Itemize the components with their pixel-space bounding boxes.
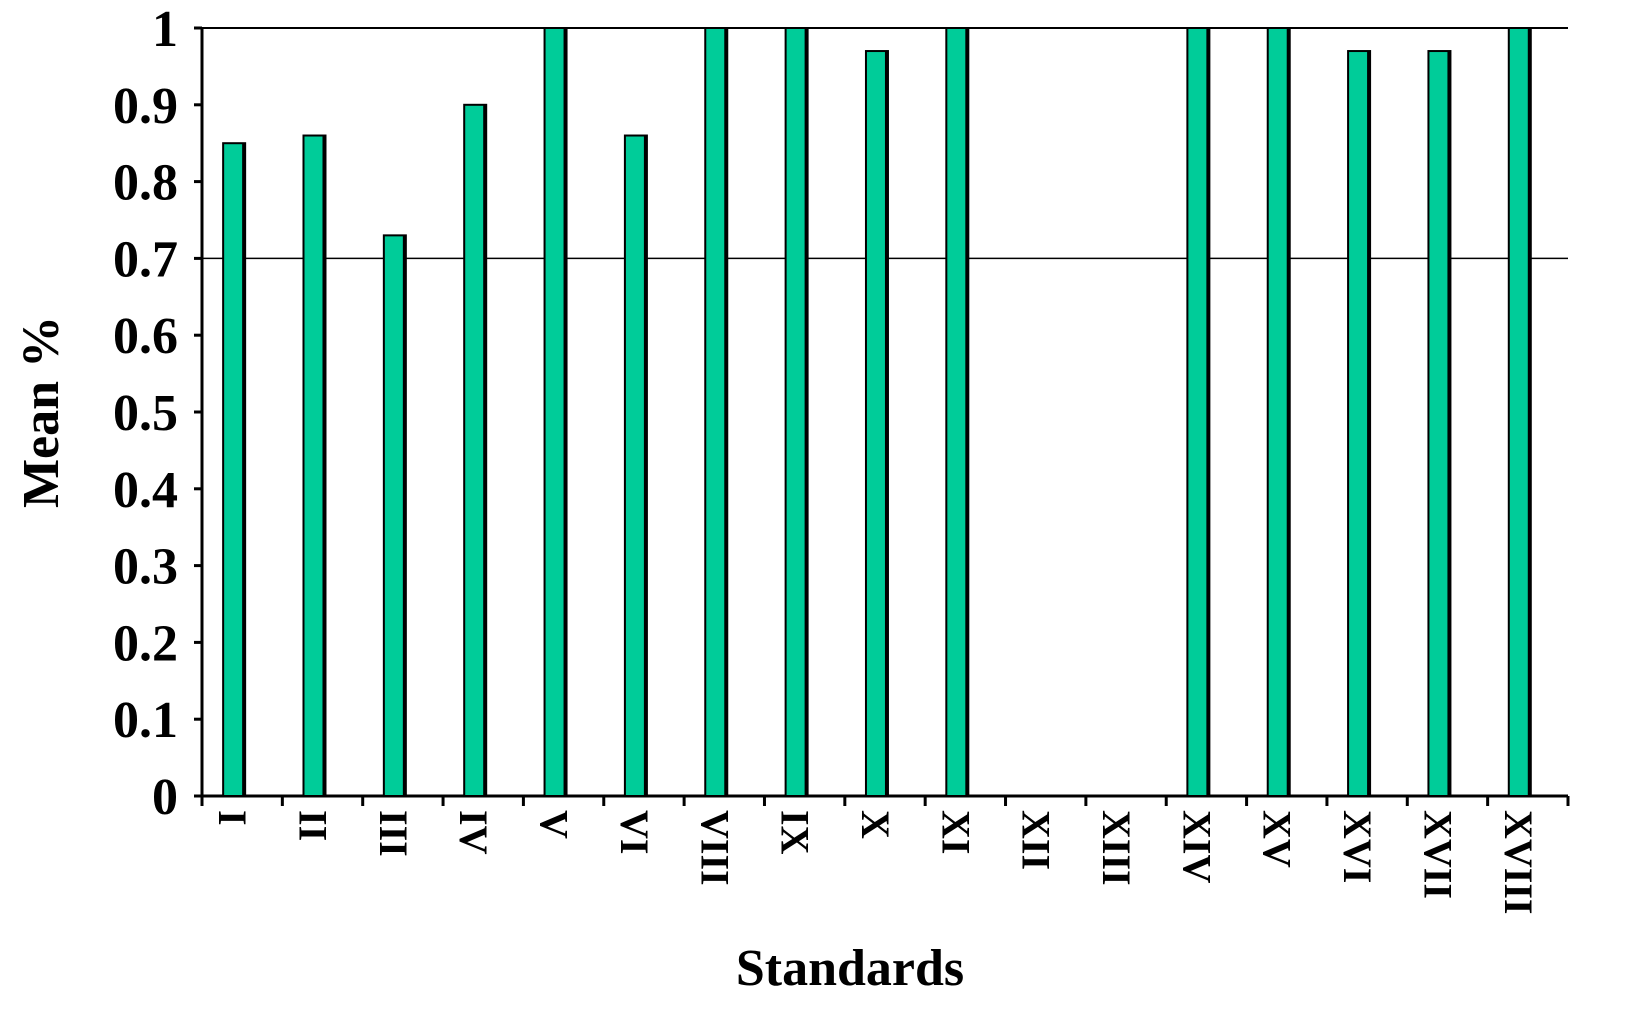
x-tick-label: XII: [1014, 810, 1059, 870]
bar-edge: [804, 28, 808, 796]
y-tick-label: 1: [152, 1, 178, 58]
y-tick-label: 0.2: [113, 615, 178, 672]
bar-edge: [402, 235, 406, 797]
x-tick-label: X: [853, 810, 898, 839]
bar-edge: [965, 28, 969, 796]
y-tick-label: 0: [152, 769, 178, 826]
bar-edge: [1206, 28, 1210, 796]
y-axis-title: Mean %: [13, 316, 70, 508]
bar: [1507, 27, 1532, 797]
bar: [1427, 50, 1452, 798]
x-axis: I II III IV V VI VIII IX X XI XII XIII XIV XV XVI XVII X…: [200, 796, 1570, 914]
x-tick-label: XI: [933, 810, 978, 854]
bar: [222, 142, 247, 797]
x-tick-label: V: [532, 810, 577, 839]
x-tick-label: XIV: [1174, 810, 1219, 883]
bar: [543, 27, 568, 797]
y-tick-label: 0.9: [113, 78, 178, 135]
x-tick-label: XV: [1255, 810, 1300, 868]
bar-edge: [884, 51, 888, 797]
y-tick-label: 0.8: [113, 155, 178, 212]
x-tick-label: III: [371, 810, 416, 857]
x-tick-label: XVIII: [1496, 810, 1541, 914]
x-tick-label: IX: [773, 810, 818, 855]
bar: [382, 234, 407, 798]
bar-edge: [1447, 51, 1451, 797]
y-tick-label: 0.6: [113, 308, 178, 365]
x-tick-label: XVI: [1335, 810, 1380, 883]
y-tick-label: 0.1: [113, 692, 178, 749]
bar: [784, 27, 809, 797]
bars: [222, 27, 1532, 798]
x-tick-label: IV: [451, 810, 496, 855]
bar: [1266, 27, 1291, 797]
x-axis-title: Standards: [736, 940, 964, 997]
bar: [1347, 50, 1372, 798]
bar: [302, 134, 327, 797]
bar-edge: [322, 135, 326, 796]
bar: [704, 27, 729, 797]
bar: [463, 103, 488, 798]
x-tick-label: VIII: [692, 810, 737, 886]
bar-edge: [483, 104, 487, 797]
x-tick-label: XVII: [1415, 810, 1460, 899]
y-tick-label: 0.3: [113, 539, 178, 596]
bar: [1186, 27, 1211, 797]
bar: [945, 27, 970, 797]
bar-edge: [563, 28, 567, 796]
bar: [623, 134, 648, 797]
y-axis: 0 0.1 0.2 0.3 0.4 0.5 0.6 0.7 0.8 0.9 1: [113, 1, 202, 826]
bar-edge: [1527, 28, 1531, 796]
x-tick-label: VI: [612, 810, 657, 854]
y-tick-label: 0.5: [113, 385, 178, 442]
bar-edge: [643, 135, 647, 796]
x-tick-label: I: [210, 810, 255, 826]
y-tick-label: 0.7: [113, 231, 178, 288]
x-tick-label: II: [290, 810, 335, 841]
x-tick-label: XIII: [1094, 810, 1139, 886]
bar-edge: [242, 143, 246, 796]
bar-edge: [1286, 28, 1290, 796]
bar: [864, 50, 889, 798]
y-tick-label: 0.4: [113, 462, 178, 519]
bar-edge: [724, 28, 728, 796]
bar-edge: [1367, 51, 1371, 797]
